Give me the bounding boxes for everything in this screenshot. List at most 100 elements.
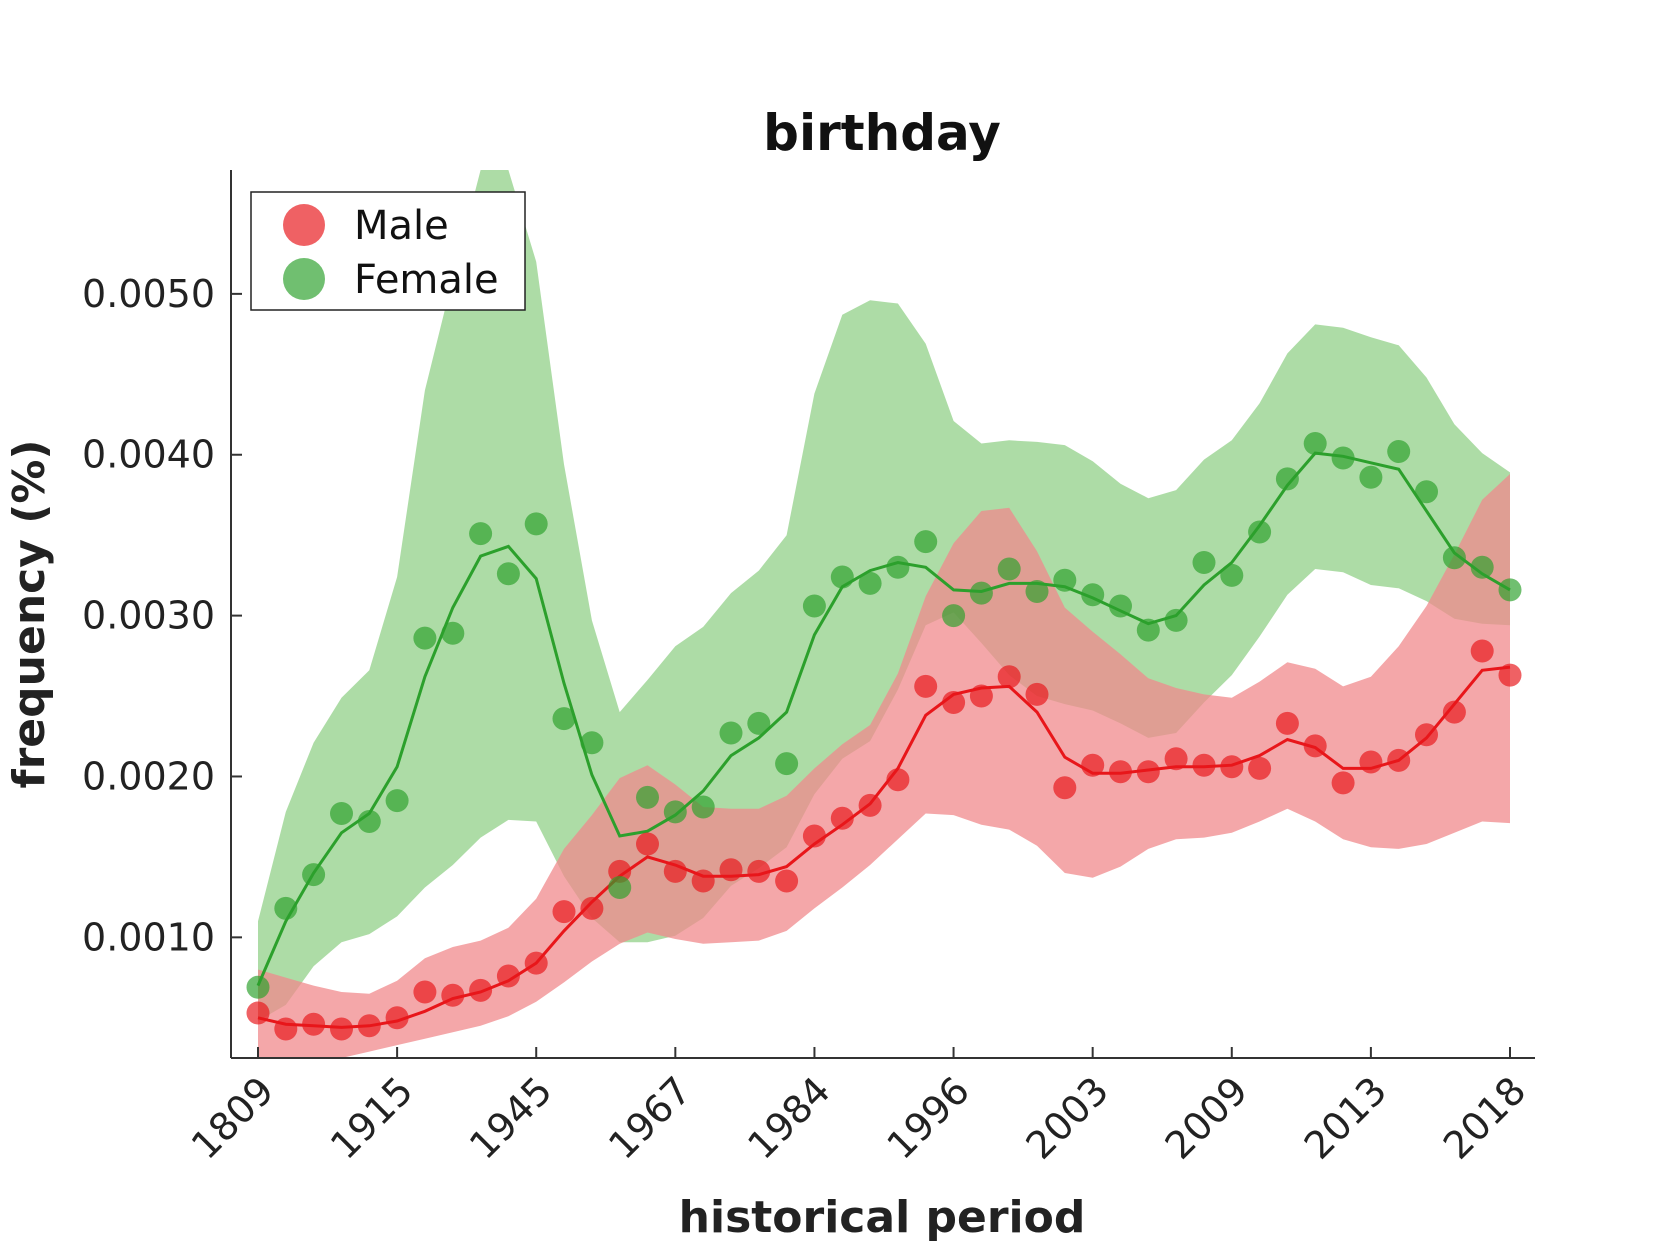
chart-title: birthday	[763, 104, 1001, 162]
point-male	[274, 1017, 298, 1041]
point-female	[914, 530, 938, 554]
x-tick-label: 1809	[183, 1068, 283, 1168]
point-female	[663, 800, 687, 824]
x-tick-label: 1945	[461, 1068, 561, 1168]
point-female	[747, 711, 771, 735]
x-tick-label: 2003	[1018, 1068, 1118, 1168]
point-male	[1192, 753, 1216, 777]
point-male	[608, 859, 632, 883]
point-female	[385, 789, 409, 813]
point-female	[997, 557, 1021, 581]
point-female	[1470, 555, 1494, 579]
point-male	[1248, 756, 1272, 780]
point-male	[496, 964, 520, 988]
point-female	[858, 571, 882, 595]
x-axis-label: historical period	[679, 1192, 1086, 1243]
point-male	[1220, 755, 1244, 779]
point-female	[246, 975, 270, 999]
y-tick-label: 0.0050	[82, 272, 215, 316]
point-male	[1025, 682, 1049, 706]
point-female	[802, 594, 826, 618]
point-female	[357, 810, 381, 833]
point-male	[1136, 760, 1160, 784]
point-female	[886, 555, 910, 579]
point-male	[942, 691, 966, 714]
point-male	[330, 1017, 353, 1041]
point-male	[914, 674, 938, 698]
point-female	[1387, 440, 1411, 463]
point-female	[1331, 446, 1355, 470]
point-male	[1415, 723, 1438, 747]
point-female	[719, 721, 743, 745]
point-male	[1303, 734, 1327, 758]
y-ticks: 0.0010 0.0020 0.0030 0.0040 0.0050	[82, 272, 242, 959]
point-female	[1109, 594, 1132, 618]
point-male	[802, 824, 826, 848]
point-male	[886, 768, 910, 792]
legend-label-female: Female	[354, 257, 499, 303]
x-tick-label: 1967	[600, 1068, 700, 1168]
point-female	[524, 512, 548, 536]
axes	[230, 170, 1535, 1059]
point-male	[385, 1006, 409, 1030]
point-male	[1498, 663, 1522, 687]
point-female	[691, 795, 715, 819]
point-male	[858, 793, 882, 817]
point-male	[246, 1001, 270, 1025]
point-female	[636, 785, 659, 809]
point-female	[1275, 467, 1299, 491]
point-male	[469, 978, 493, 1002]
smoothed-lines	[256, 451, 1511, 1029]
point-male	[830, 806, 854, 830]
legend-marker-female	[283, 258, 325, 300]
point-male	[441, 983, 465, 1007]
point-male	[997, 665, 1021, 689]
y-tick-label: 0.0040	[82, 433, 215, 477]
point-female	[1303, 432, 1327, 455]
point-female	[441, 621, 465, 645]
point-female	[580, 731, 604, 755]
y-tick-label: 0.0010	[82, 915, 215, 959]
point-female	[1025, 580, 1049, 603]
point-male	[302, 1012, 326, 1036]
x-tick-label: 1984	[739, 1068, 839, 1168]
point-male	[1164, 747, 1188, 771]
x-tick-label: 1915	[322, 1068, 422, 1168]
line-female	[256, 451, 1511, 987]
point-male	[1359, 750, 1383, 774]
point-female	[1220, 563, 1244, 587]
point-male	[747, 859, 771, 883]
point-female	[969, 581, 993, 605]
point-male	[1053, 776, 1077, 800]
point-male	[1387, 748, 1411, 772]
point-male	[552, 900, 576, 924]
point-female	[1081, 583, 1105, 607]
point-female	[330, 802, 353, 825]
point-female	[496, 562, 520, 586]
point-male	[524, 951, 548, 975]
legend: Male Female	[250, 191, 526, 311]
point-female	[1164, 608, 1188, 632]
point-female	[1415, 480, 1438, 504]
point-male	[1442, 700, 1466, 724]
point-female	[469, 522, 493, 546]
point-male	[663, 859, 687, 883]
line-male	[257, 665, 1511, 1029]
point-male	[1331, 771, 1355, 795]
point-male	[691, 869, 715, 893]
x-tick-label: 2018	[1435, 1068, 1535, 1168]
point-male	[580, 896, 604, 920]
band-female	[258, 170, 1510, 1021]
y-axis-label: frequency (%)	[4, 439, 55, 788]
point-male	[1275, 711, 1299, 735]
point-female	[413, 626, 437, 650]
point-female	[1359, 465, 1383, 489]
data-points	[246, 432, 1522, 1041]
point-female	[1053, 568, 1077, 592]
point-female	[552, 707, 576, 731]
x-tick-label: 1996	[878, 1068, 978, 1168]
point-female	[1192, 551, 1216, 574]
point-female	[942, 604, 966, 628]
legend-marker-male	[283, 204, 325, 246]
